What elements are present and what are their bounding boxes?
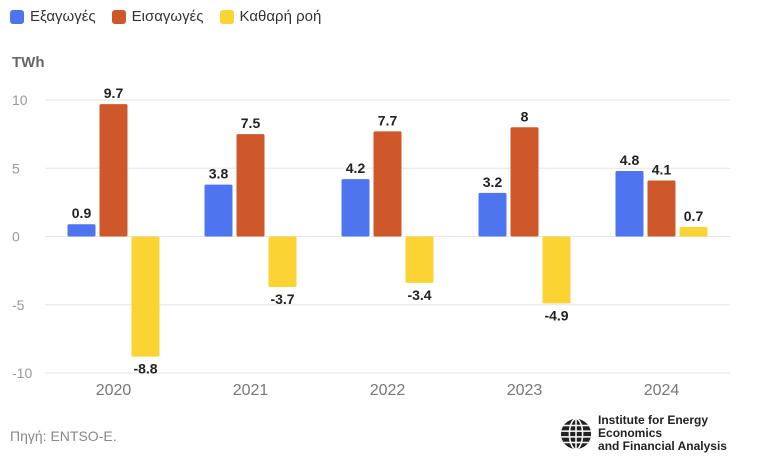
y-axis-unit-label: TWh xyxy=(12,54,45,71)
legend-item-imports: Εισαγωγές xyxy=(111,8,204,25)
bar xyxy=(341,179,370,237)
data-label: -3.4 xyxy=(407,287,431,303)
logo-text: Institute for Energy Economics and Finan… xyxy=(598,414,765,453)
bar xyxy=(131,236,160,357)
x-tick-label: 2024 xyxy=(644,382,680,399)
data-label: 0.7 xyxy=(684,208,704,224)
bar xyxy=(542,236,571,304)
x-tick-label: 2021 xyxy=(233,382,269,399)
legend-swatch-exports xyxy=(10,9,24,24)
data-label: 4.8 xyxy=(620,152,640,168)
data-label: 8 xyxy=(521,108,529,124)
bar xyxy=(236,134,265,237)
source-note: Πηγή: ENTSO-E. xyxy=(10,428,117,444)
y-tick-label: -5 xyxy=(12,297,25,313)
legend-label-net: Καθαρή ροή xyxy=(239,8,322,25)
data-label: 4.1 xyxy=(652,162,672,178)
bar xyxy=(268,236,297,288)
legend-label-imports: Εισαγωγές xyxy=(131,8,204,25)
data-label: 3.8 xyxy=(209,166,229,182)
legend-item-net: Καθαρή ροή xyxy=(219,8,322,25)
globe-icon xyxy=(560,418,592,449)
bar xyxy=(615,170,644,237)
x-tick-label: 2023 xyxy=(507,382,543,399)
bar xyxy=(478,192,507,237)
x-tick-label: 2020 xyxy=(96,382,132,399)
chart-legend: Εξαγωγές Εισαγωγές Καθαρή ροή xyxy=(10,8,321,25)
bar xyxy=(405,236,434,283)
data-label: -8.8 xyxy=(133,361,157,377)
bar xyxy=(99,104,128,237)
bar xyxy=(204,184,233,237)
data-label: 0.9 xyxy=(72,205,92,221)
data-label: -3.7 xyxy=(270,291,294,307)
x-tick-label: 2022 xyxy=(370,382,406,399)
data-label: 9.7 xyxy=(104,85,124,101)
logo-text-line1: Institute for Energy Economics xyxy=(598,413,709,440)
y-tick-label: 5 xyxy=(12,160,20,176)
ieefa-logo: Institute for Energy Economics and Finan… xyxy=(560,414,765,453)
bar xyxy=(647,180,676,237)
data-label: 4.2 xyxy=(346,160,366,176)
logo-text-line2: and Financial Analysis xyxy=(598,439,727,453)
bar xyxy=(510,127,539,237)
data-label: 7.5 xyxy=(241,115,261,131)
bar xyxy=(679,226,708,237)
data-label: 3.2 xyxy=(483,174,503,190)
y-tick-label: 0 xyxy=(12,229,20,245)
y-tick-label: 10 xyxy=(12,92,28,108)
bar xyxy=(373,131,402,237)
bar xyxy=(67,224,96,237)
data-label: 7.7 xyxy=(378,112,398,128)
y-tick-label: -10 xyxy=(12,365,32,381)
legend-swatch-net xyxy=(219,9,234,24)
legend-swatch-imports xyxy=(111,9,126,24)
data-label: -4.9 xyxy=(544,307,568,323)
legend-item-exports: Εξαγωγές xyxy=(10,8,96,25)
legend-label-exports: Εξαγωγές xyxy=(30,8,96,25)
